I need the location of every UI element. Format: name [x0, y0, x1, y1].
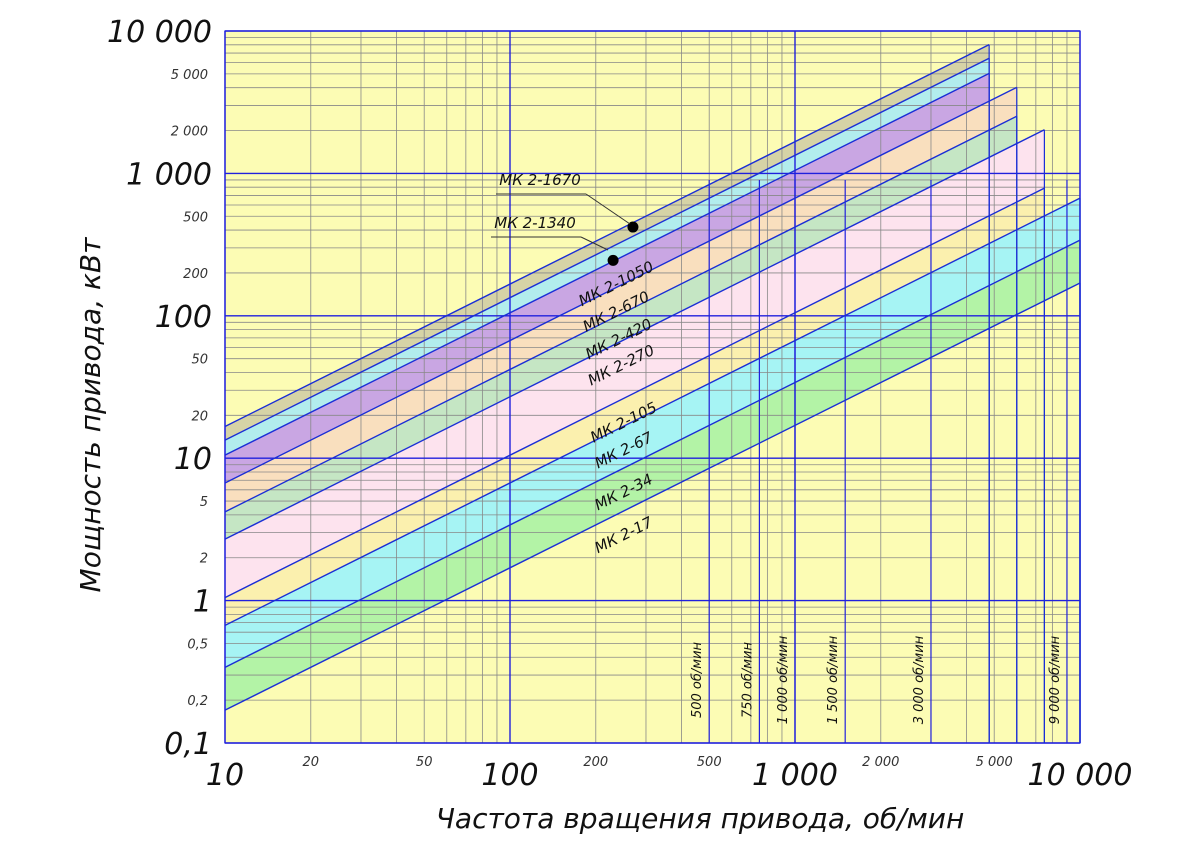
y-tick-label-minor: 0,2 [187, 694, 208, 709]
y-tick-label-minor: 20 [191, 409, 208, 424]
x-tick-label-minor: 2 000 [862, 755, 899, 770]
series-lines [224, 44, 1081, 743]
series-fills [225, 31, 1080, 744]
y-tick-label: 0,1 [164, 727, 212, 762]
speed-label: 1 000 об/мин [776, 635, 791, 724]
y-tick-label-minor: 200 [183, 267, 208, 282]
y-tick-label: 100 [155, 300, 212, 335]
x-tick-label-minor: 200 [583, 755, 608, 770]
series-line-9 [224, 239, 1081, 668]
y-tick-label: 1 000 [126, 157, 212, 192]
y-tick-label: 10 000 [107, 15, 212, 50]
series-line-8 [224, 197, 1081, 626]
x-tick-label-minor: 5 000 [976, 755, 1013, 770]
leader-line [585, 193, 631, 225]
y-tick-label: 1 [193, 585, 212, 620]
y-tick-label-minor: 2 [200, 552, 208, 567]
x-tick-label: 100 [481, 758, 538, 793]
y-tick-label-minor: 50 [191, 353, 208, 368]
series-fill-10 [225, 282, 1080, 743]
data-point [627, 221, 639, 233]
series-line-4 [224, 86, 1018, 484]
grid [224, 30, 1081, 744]
speed-label: 750 об/мин [740, 641, 755, 718]
x-tick-label-minor: 20 [303, 755, 320, 770]
speed-labels: 500 об/мин 750 об/мин 1 000 об/мин 1 500 об… [690, 635, 1063, 724]
series-line-6 [224, 129, 1045, 540]
y-tick-label-minor: 0,5 [187, 637, 208, 652]
series-line-10 [224, 282, 1081, 711]
x-tick-label: 10 000 [1028, 758, 1133, 793]
leader-line [580, 236, 609, 251]
x-axis-title: Частота вращения привода, об/мин [436, 802, 965, 835]
x-tick-label-minor: 50 [416, 755, 433, 770]
data-point [607, 254, 619, 266]
series-line-1 [224, 44, 990, 428]
data-points [607, 221, 639, 266]
series-label: МК 2-1340 [494, 214, 576, 232]
series-line-7 [224, 187, 1045, 599]
x-tick-label: 10 [206, 758, 244, 793]
y-tick-label-minor: 5 000 [171, 68, 208, 83]
x-tick-label-minor: 500 [697, 755, 722, 770]
y-tick-label-minor: 5 [200, 495, 208, 510]
y-tick-label-minor: 2 000 [171, 125, 208, 140]
speed-label: 9 000 об/мин [1048, 635, 1063, 724]
y-tick-label-minor: 500 [183, 210, 208, 225]
series-line-3 [224, 72, 990, 456]
y-tick-label: 10 [174, 442, 212, 477]
y-axis-title: Мощность привода, кВт [74, 237, 107, 593]
series-line-5 [224, 115, 1018, 513]
speed-label: 500 об/мин [690, 641, 705, 718]
x-tick-label: 1 000 [752, 758, 838, 793]
speed-label: 3 000 об/мин [912, 635, 927, 724]
series-label: МК 2-1670 [499, 171, 581, 189]
speed-label: 1 500 об/мин [826, 635, 841, 724]
